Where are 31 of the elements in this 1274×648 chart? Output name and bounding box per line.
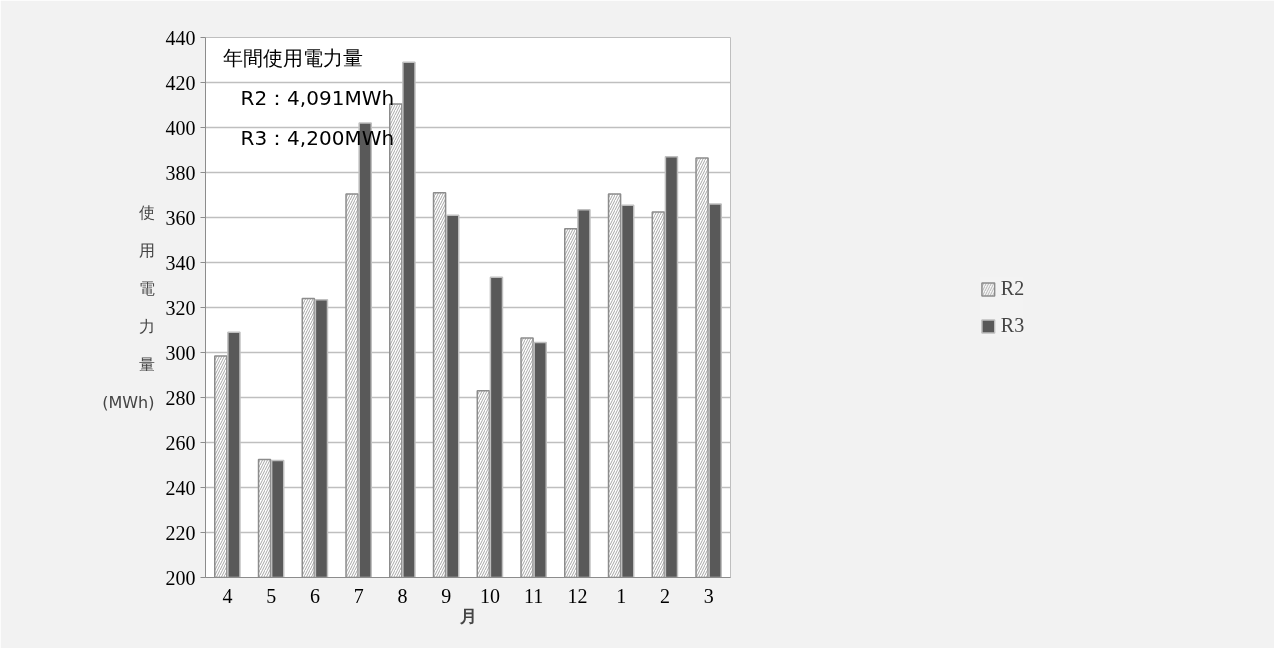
y-tick-label: 400 xyxy=(165,116,196,139)
annotation: 年間使用電力量 xyxy=(222,45,363,70)
y-tick-label: 220 xyxy=(165,521,196,544)
y-tick-label: 340 xyxy=(165,251,196,274)
x-tick-label: 6 xyxy=(309,584,320,607)
y-tick-label: 360 xyxy=(165,206,196,229)
x-tick-label: 5 xyxy=(266,584,277,607)
x-tick-label: 8 xyxy=(397,584,408,607)
legend-label: R2 xyxy=(1000,277,1025,300)
y-tick-label: 420 xyxy=(165,71,196,94)
y-tick-label: 440 xyxy=(165,26,196,49)
y-tick-label: 320 xyxy=(165,296,196,319)
legend-label: R3 xyxy=(1000,314,1025,337)
x-tick-label: 3 xyxy=(703,584,714,607)
y-tick-label: 280 xyxy=(165,386,196,409)
y-tick-label: 260 xyxy=(165,431,196,454)
x-tick-label: 10 xyxy=(479,584,500,607)
x-tick-label: 11 xyxy=(524,584,544,607)
y-tick-label: 300 xyxy=(165,341,196,364)
y-tick-label: 380 xyxy=(165,161,196,184)
x-tick-label: 7 xyxy=(353,584,364,607)
y-axis-title: 使用電力量(MWh) xyxy=(102,203,155,412)
x-tick-label: 9 xyxy=(441,584,452,607)
x-tick-label: 2 xyxy=(659,584,670,607)
x-tick-label: 4 xyxy=(222,584,233,607)
y-tick-label: 240 xyxy=(165,476,196,499)
x-tick-label: 12 xyxy=(567,584,588,607)
annotation: R2：4,091MWh xyxy=(240,85,395,110)
y-tick-label: 200 xyxy=(165,566,196,589)
x-axis-title: 月 xyxy=(458,605,477,626)
x-tick-label: 1 xyxy=(616,584,627,607)
